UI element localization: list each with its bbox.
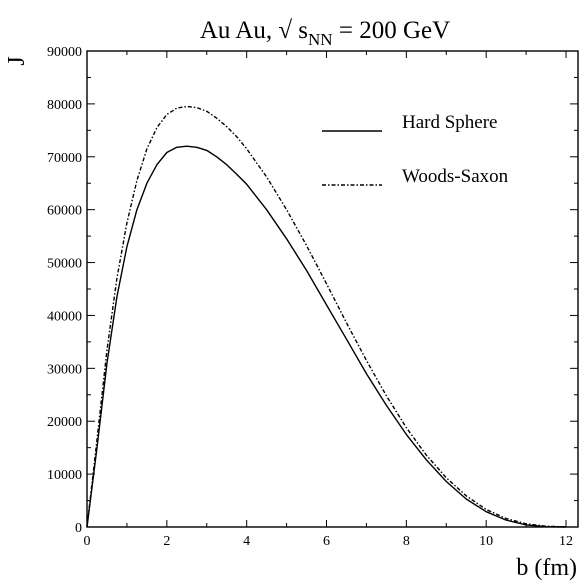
x-axis-label: b (fm) <box>516 555 577 581</box>
plot-area: 0 2 4 6 8 10 12 0 10000 20000 30000 40000 50000 60000… <box>47 45 579 549</box>
y-tick-label: 40000 <box>47 309 82 324</box>
series-group <box>86 105 567 528</box>
y-tick-label: 30000 <box>47 362 82 377</box>
y-tick-label: 90000 <box>47 45 82 60</box>
y-axis-label: J <box>4 56 30 65</box>
series-line-hard-sphere <box>86 145 567 528</box>
legend-label: Hard Sphere <box>402 112 498 133</box>
legend-label: Woods-Saxon <box>402 166 509 187</box>
x-tick-label: 12 <box>559 534 573 549</box>
axis-ticks: 0 2 4 6 8 10 12 0 10000 20000 30000 40000 50000 60000… <box>47 45 578 549</box>
series-line-woods-saxon <box>86 105 567 528</box>
x-tick-label: 6 <box>323 534 330 549</box>
chart-title-subscript: NN <box>308 30 333 49</box>
y-tick-label: 0 <box>75 521 82 536</box>
plot-frame <box>86 50 579 528</box>
x-tick-label: 4 <box>243 534 250 549</box>
y-tick-label: 20000 <box>47 415 82 430</box>
x-tick-label: 8 <box>403 534 410 549</box>
y-tick-label: 60000 <box>47 204 82 219</box>
x-tick-label: 2 <box>163 534 170 549</box>
chart-title-suffix: = 200 GeV <box>333 17 451 44</box>
x-tick-label: 0 <box>84 534 91 549</box>
y-tick-label: 70000 <box>47 151 82 166</box>
chart-title-prefix: Au Au, √ s <box>200 17 308 44</box>
legend: Hard Sphere Woods-Saxon <box>322 112 509 187</box>
y-tick-label: 50000 <box>47 257 82 272</box>
y-tick-label: 10000 <box>47 468 82 483</box>
x-tick-label: 10 <box>479 534 493 549</box>
chart-title: Au Au, √ sNN = 200 GeV <box>200 17 450 49</box>
y-tick-label: 80000 <box>47 98 82 113</box>
